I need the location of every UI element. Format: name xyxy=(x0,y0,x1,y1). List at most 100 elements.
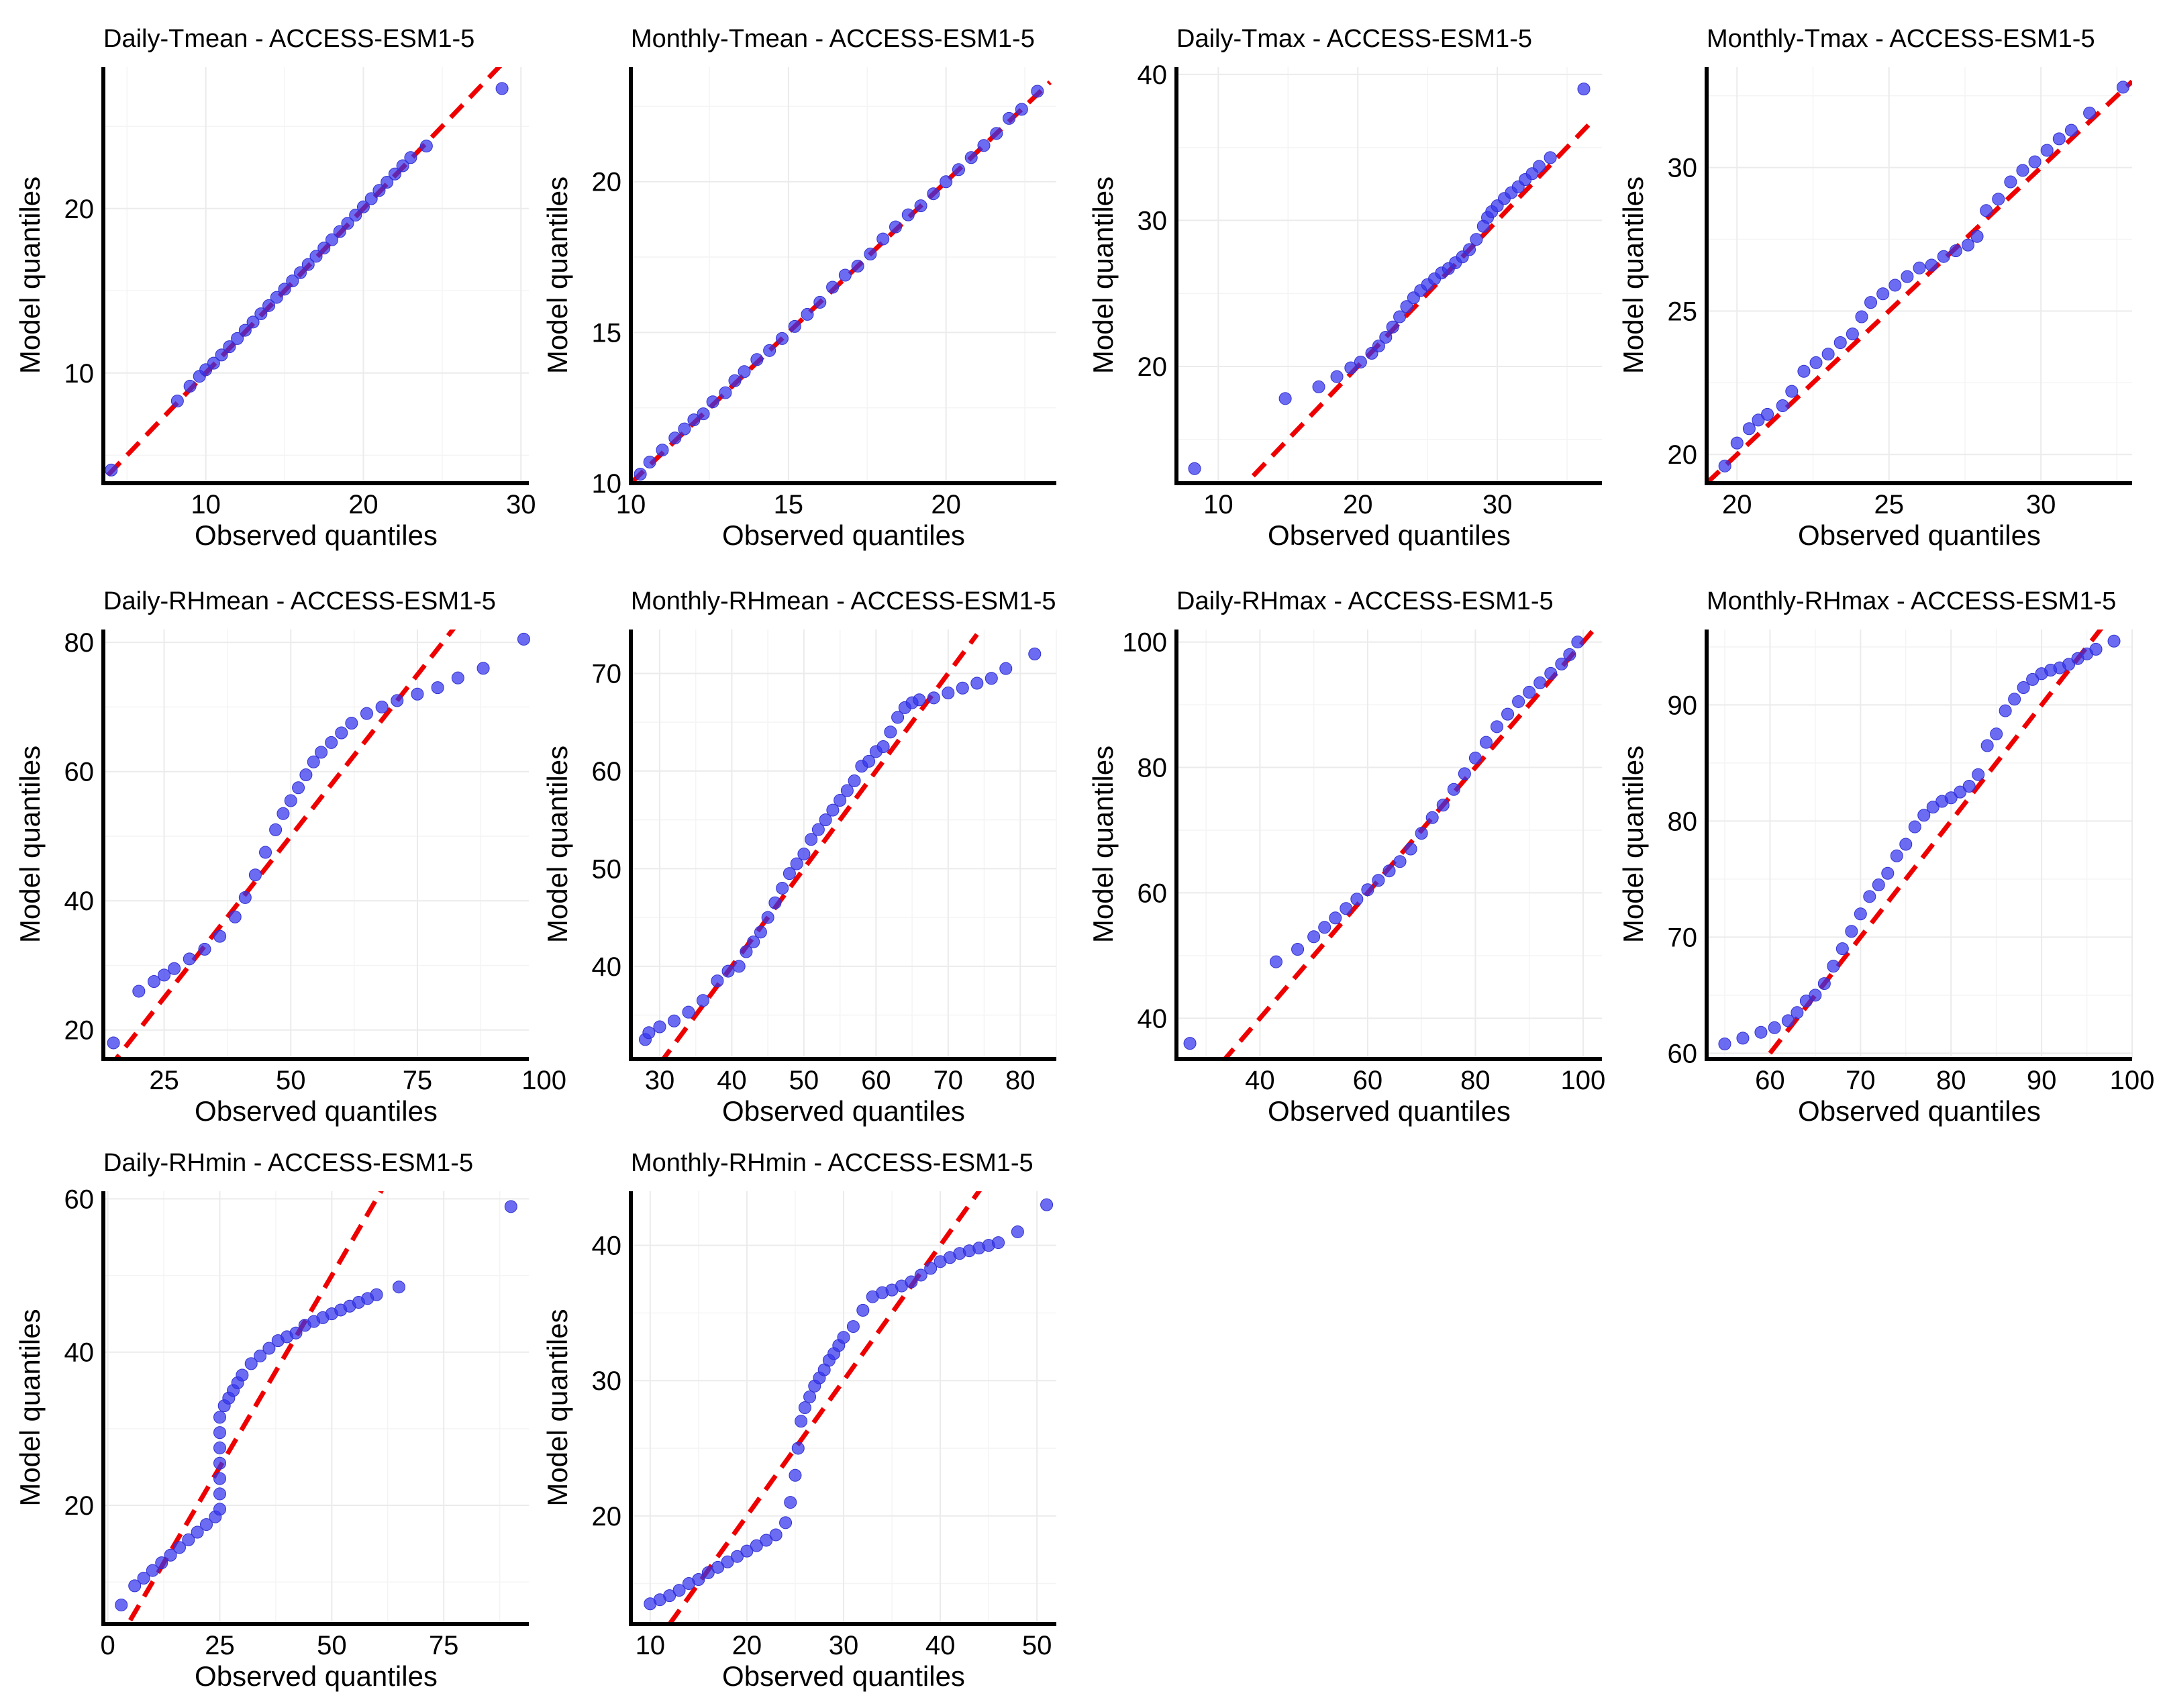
data-point xyxy=(1809,989,1822,1002)
data-point xyxy=(495,82,509,95)
data-point xyxy=(970,676,984,690)
data-point xyxy=(927,691,940,705)
data-point xyxy=(1899,838,1913,851)
data-point xyxy=(254,307,268,321)
data-point xyxy=(747,935,760,948)
data-point xyxy=(901,208,915,221)
y-tick-label: 20 xyxy=(1668,440,1698,470)
y-tick-label: 60 xyxy=(64,1185,95,1214)
data-point xyxy=(1307,930,1321,944)
data-point xyxy=(711,974,724,988)
data-point xyxy=(721,964,735,978)
data-point xyxy=(731,1550,744,1563)
y-tick-label: 10 xyxy=(64,359,95,389)
data-point xyxy=(913,693,926,707)
data-point xyxy=(284,794,297,807)
data-point xyxy=(1917,809,1931,822)
data-point xyxy=(1533,676,1547,689)
data-point xyxy=(231,332,244,345)
data-point xyxy=(1463,243,1476,256)
data-point xyxy=(2008,693,2021,706)
y-tick-label: 10 xyxy=(592,469,622,499)
data-point xyxy=(2064,123,2078,137)
data-point xyxy=(977,139,991,152)
data-point xyxy=(1028,647,1042,660)
x-tick-label: 50 xyxy=(317,1631,347,1660)
data-point xyxy=(1354,355,1367,368)
data-point xyxy=(2052,132,2066,146)
x-tick-label: 30 xyxy=(1482,490,1513,519)
x-tick-label: 20 xyxy=(732,1631,762,1660)
x-tick-label: 10 xyxy=(1203,490,1233,519)
x-tick-label: 20 xyxy=(348,490,379,519)
x-axis-title: Observed quantiles xyxy=(195,1095,438,1127)
data-point xyxy=(663,1589,676,1603)
data-point xyxy=(1372,340,1385,353)
data-point xyxy=(335,726,348,740)
data-point xyxy=(198,942,211,956)
data-point xyxy=(732,960,746,973)
data-point xyxy=(2116,81,2129,94)
data-point xyxy=(1980,204,1993,217)
data-point xyxy=(2026,672,2040,686)
data-point xyxy=(286,274,299,288)
data-point xyxy=(1889,279,1902,292)
x-tick-label: 80 xyxy=(1005,1066,1036,1095)
panel-title: Monthly-RHmean - ACCESS-ESM1-5 xyxy=(631,587,1056,615)
data-point xyxy=(1855,310,1868,323)
y-tick-label: 20 xyxy=(64,195,95,224)
data-point xyxy=(798,1401,811,1414)
y-tick-label: 80 xyxy=(64,628,95,658)
reference-line xyxy=(1707,79,2132,483)
data-point xyxy=(1863,890,1876,903)
data-point xyxy=(1961,238,1974,252)
x-tick-label: 50 xyxy=(789,1066,819,1095)
data-point xyxy=(1447,783,1460,796)
data-point xyxy=(349,209,362,222)
data-point xyxy=(826,803,840,817)
data-point xyxy=(246,315,260,329)
data-point xyxy=(1718,1038,1731,1051)
data-point xyxy=(2016,164,2029,177)
data-point xyxy=(891,711,905,724)
x-tick-label: 60 xyxy=(1353,1066,1383,1095)
x-axis-title: Observed quantiles xyxy=(722,1095,965,1127)
data-point xyxy=(667,1014,681,1027)
data-point xyxy=(270,291,283,304)
data-point xyxy=(1532,160,1546,173)
data-point xyxy=(819,813,832,827)
data-point xyxy=(213,1472,227,1485)
data-point xyxy=(172,1541,186,1554)
data-point xyxy=(517,632,530,646)
data-point xyxy=(851,260,864,273)
x-tick-label: 30 xyxy=(506,490,536,519)
data-point xyxy=(838,268,852,282)
x-tick-label: 70 xyxy=(1846,1066,1876,1095)
reference-line xyxy=(1768,630,2104,1055)
x-tick-label: 100 xyxy=(1561,1066,1606,1095)
data-point xyxy=(761,911,774,924)
data-point xyxy=(451,671,464,685)
data-point xyxy=(884,725,897,739)
data-point xyxy=(168,962,181,975)
data-point xyxy=(254,1349,267,1362)
data-point xyxy=(719,386,732,399)
data-point xyxy=(1318,921,1331,934)
data-point xyxy=(191,1525,204,1539)
data-point xyxy=(388,167,401,181)
reference-line xyxy=(113,630,456,1059)
data-point xyxy=(213,1426,227,1440)
data-point xyxy=(1512,695,1525,708)
data-point xyxy=(170,394,184,407)
x-tick-label: 30 xyxy=(2026,490,2056,519)
data-point xyxy=(1291,942,1305,956)
panel-daily-tmean: 10 20 30 10 20 Daily-Tmean - ACCESS-ESM1-5 Obs… xyxy=(14,25,536,551)
data-point xyxy=(788,319,801,333)
data-point xyxy=(728,374,742,387)
data-point xyxy=(862,754,876,768)
x-tick-label: 25 xyxy=(205,1631,235,1660)
data-point xyxy=(1015,103,1028,116)
data-point xyxy=(238,891,252,904)
panel-title: Monthly-RHmax - ACCESS-ESM1-5 xyxy=(1707,587,2116,615)
data-point xyxy=(791,1442,805,1455)
